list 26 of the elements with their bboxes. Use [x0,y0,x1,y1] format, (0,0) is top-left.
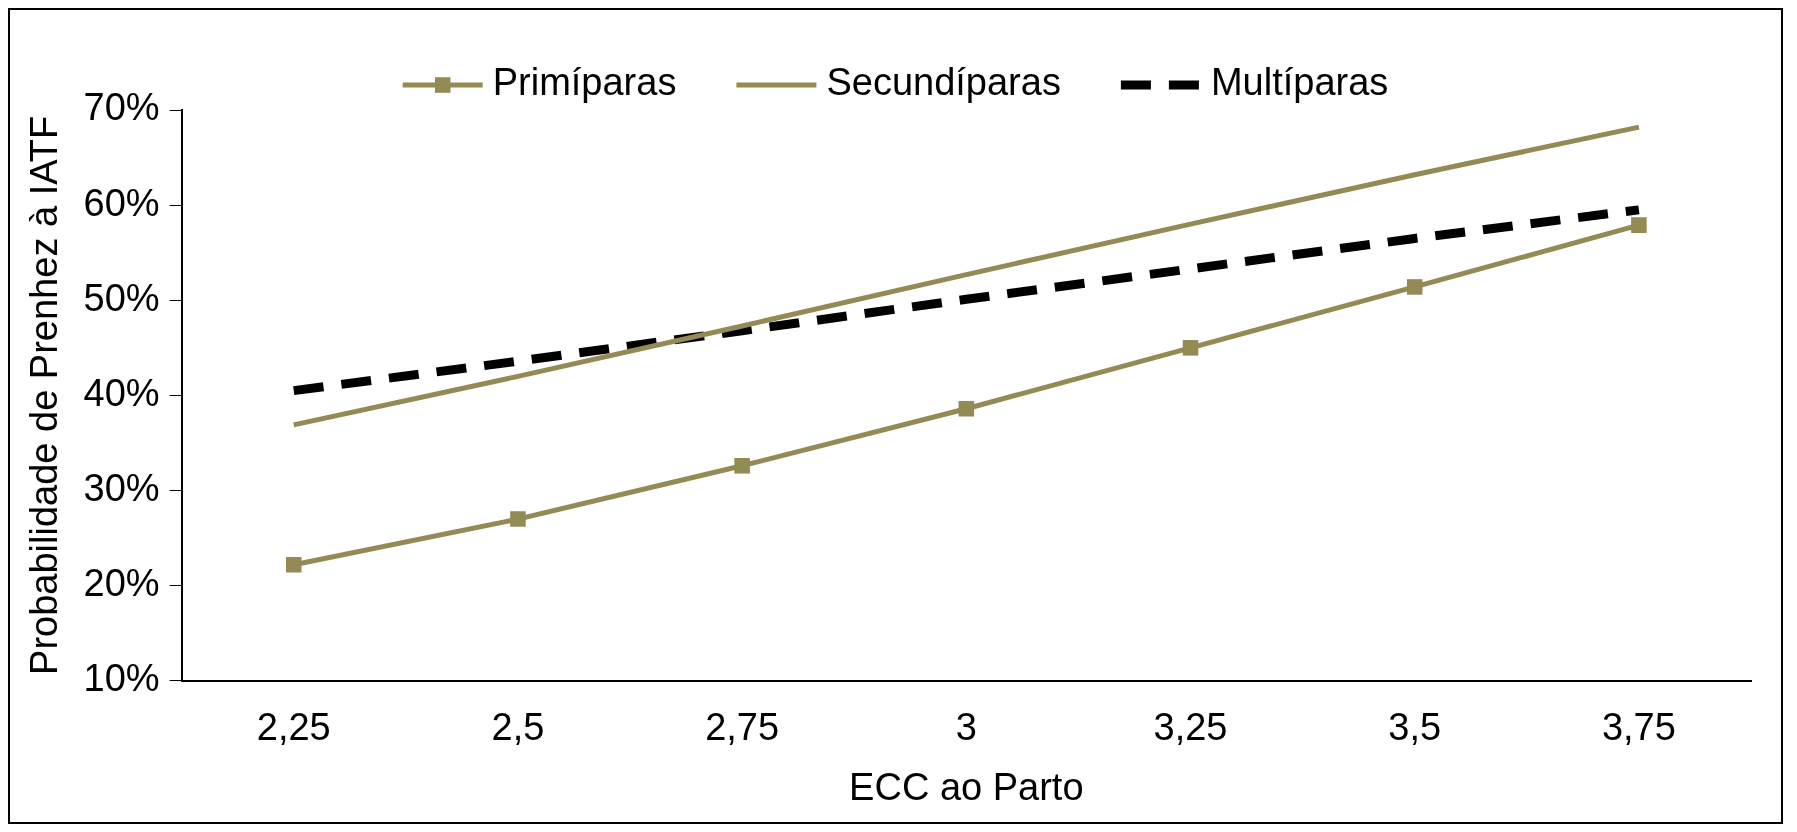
y-tick-label: 20% [83,562,160,605]
x-tick-label: 2,5 [491,706,545,749]
point [1406,279,1423,295]
x-tick-label: 2,25 [256,706,331,749]
y-tick-label: 60% [83,181,160,224]
legend-label: Primíparas [492,61,677,104]
y-tick-label: 10% [83,657,160,700]
x-tick-label: 3,75 [1601,706,1676,749]
y-tick-label: 40% [83,371,160,414]
y-tick-label: 30% [83,467,160,510]
point [510,511,526,527]
point [958,400,975,417]
x-axis-title: ECC ao Parto [849,765,1084,808]
legend-label: Secundíparas [826,61,1061,104]
y-tick-label: 50% [83,276,160,319]
y-tick-label: 70% [83,86,160,129]
y-axis-title: Probabilidade de Prenhez à IATF [23,115,66,675]
legend-label: Multíparas [1210,61,1389,104]
x-tick-label: 2,75 [705,706,780,749]
point [1182,340,1199,356]
x-tick-label: 3,5 [1388,706,1442,749]
point [285,556,302,573]
x-tick-label: 3 [955,706,977,749]
point [1631,217,1647,233]
x-tick-label: 3,25 [1153,706,1228,749]
point [734,458,750,474]
